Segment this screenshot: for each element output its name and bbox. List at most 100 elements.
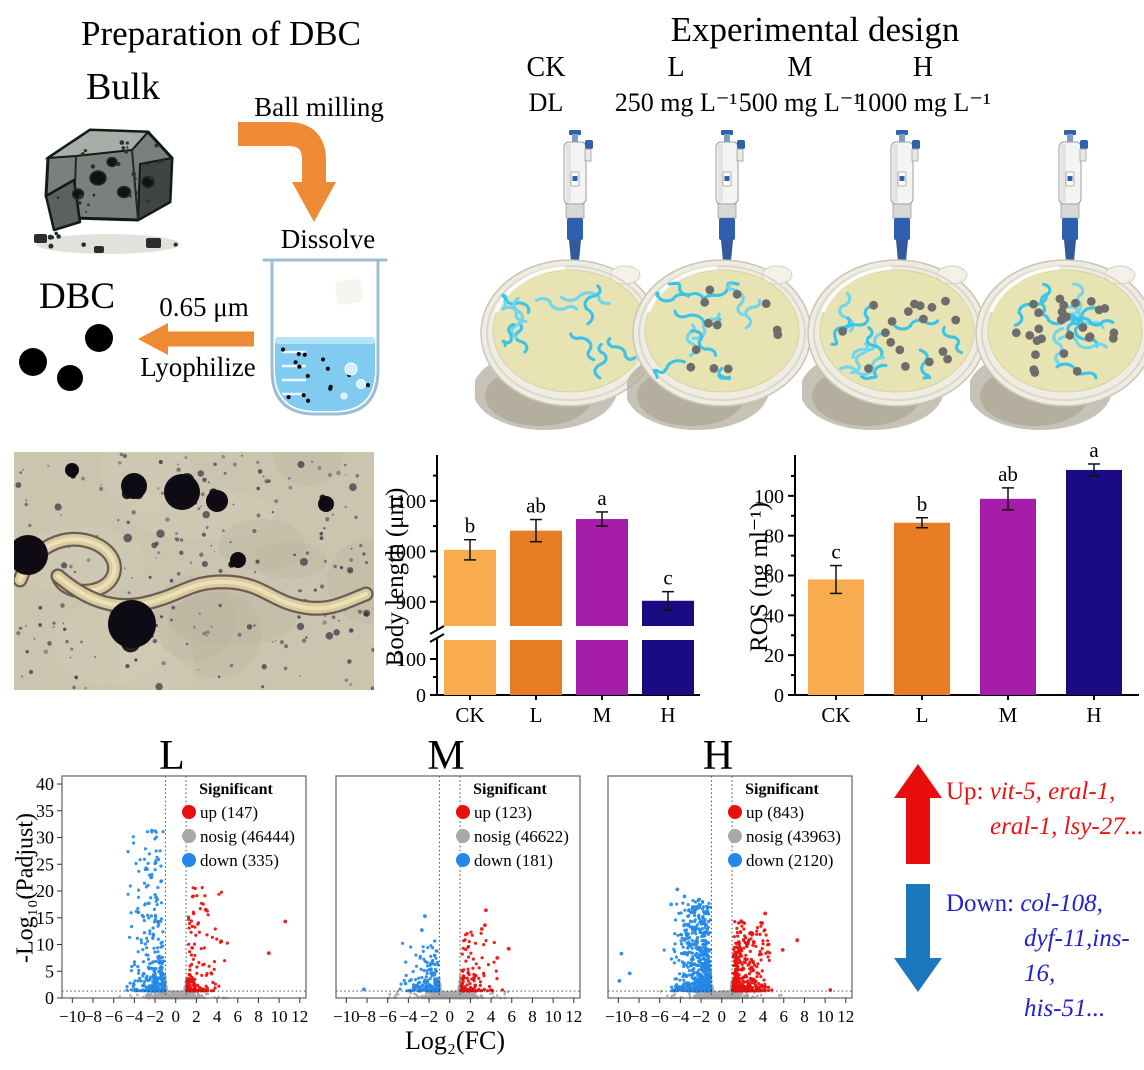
svg-text:30: 30 [36, 828, 54, 848]
c-elegans-micrograph [14, 452, 374, 690]
svg-text:0: 0 [416, 685, 426, 707]
svg-text:80: 80 [764, 526, 784, 548]
svg-text:8: 8 [528, 1007, 537, 1026]
svg-text:−6: −6 [105, 1007, 123, 1026]
lyophilize-label: Lyophilize [140, 352, 256, 382]
svg-text:6: 6 [234, 1007, 243, 1026]
svg-text:down (181): down (181) [474, 851, 553, 870]
up-arrow-icon [894, 764, 942, 864]
down-genes-line-3: his-51... [1024, 995, 1106, 1022]
svg-text:b: b [465, 514, 476, 538]
svg-text:8: 8 [254, 1007, 263, 1026]
svg-text:12: 12 [291, 1007, 308, 1026]
dbc-particles-illustration [19, 324, 113, 391]
svg-text:L: L [530, 703, 543, 727]
group-dose-h: 1000 mg L⁻¹ [855, 88, 991, 117]
treatment-group-m [802, 130, 992, 452]
svg-text:10: 10 [545, 1007, 562, 1026]
treatment-group-h [970, 130, 1144, 452]
petri-dish-illustration [802, 259, 987, 430]
svg-text:−6: −6 [379, 1007, 397, 1026]
bars-group: c b ab a [808, 438, 1122, 695]
svg-text:−8: −8 [358, 1007, 376, 1026]
down-label: Down: [946, 890, 1015, 917]
ball-milling-arrow-icon [238, 122, 336, 222]
svg-text:L: L [916, 703, 929, 727]
svg-text:2: 2 [192, 1007, 201, 1026]
svg-text:0: 0 [445, 1007, 454, 1026]
worms [830, 291, 963, 381]
svg-text:0: 0 [45, 988, 54, 1008]
svg-text:ab: ab [526, 494, 546, 518]
svg-text:15: 15 [36, 908, 54, 928]
treatment-group-ck [475, 130, 665, 452]
up-label: Up: [946, 778, 984, 805]
worms [652, 281, 762, 381]
svg-text:20: 20 [764, 645, 784, 667]
svg-text:20: 20 [36, 881, 54, 901]
svg-text:5: 5 [45, 961, 54, 981]
body-length-bar-chart: 0 100 900 1000 1100 b ab a c CK L M H [386, 455, 700, 727]
svg-text:12: 12 [565, 1007, 582, 1026]
dbc-aggregates [14, 463, 334, 653]
volcano-x-axis-label: Log₂(FC) [404, 1026, 506, 1055]
volcano-title-h: H [702, 733, 734, 779]
down-arrow-icon [894, 884, 942, 992]
svg-text:M: M [593, 703, 612, 727]
svg-text:a: a [597, 486, 607, 510]
petri-dish-illustration [627, 259, 812, 430]
svg-text:CK: CK [821, 703, 850, 727]
svg-text:−4: −4 [399, 1007, 418, 1026]
svg-text:−10: −10 [59, 1007, 86, 1026]
scatter-points [617, 887, 833, 1000]
down-genes-line-2: dyf-11,ins-16, [1024, 925, 1130, 987]
beaker-illustration [262, 258, 388, 416]
group-dose-m: 500 mg L⁻¹ [738, 88, 862, 117]
bulk-biochar-illustration [34, 128, 180, 254]
svg-text:H: H [660, 703, 675, 727]
svg-text:down (335): down (335) [200, 851, 279, 870]
svg-text:60: 60 [764, 566, 784, 588]
svg-text:1100: 1100 [387, 491, 426, 513]
ball-milling-label: Ball milling [254, 92, 384, 122]
dissolve-label: Dissolve [280, 224, 376, 254]
svg-text:H: H [1086, 703, 1101, 727]
svg-text:25: 25 [36, 854, 54, 874]
group-dose-l: 250 mg L⁻¹ [614, 88, 738, 117]
group-code-m: M [787, 52, 813, 83]
svg-text:up (123): up (123) [474, 803, 532, 822]
legend: Significant up (147) nosig (46444) down (33… [182, 781, 295, 870]
treatment-group-l [627, 130, 817, 452]
worms [501, 284, 637, 380]
prep-section-title: Preparation of DBC [81, 14, 361, 53]
svg-text:35: 35 [36, 801, 54, 821]
group-dose-ck: DL [528, 88, 564, 117]
svg-text:CK: CK [455, 703, 484, 727]
svg-text:4: 4 [487, 1007, 496, 1026]
dbc-label: DBC [38, 276, 116, 317]
petri-dish-illustration [475, 259, 660, 430]
svg-text:100: 100 [396, 649, 426, 671]
scatter-points [362, 908, 511, 1000]
dbc-particle-dots [686, 285, 783, 374]
upregulated-genes-text: Up: vit-5, eral-1, eral-1, lsy-27... [946, 774, 1144, 844]
down-genes-line-1: col-108, [1020, 890, 1103, 917]
group-code-l: L [667, 52, 685, 83]
volcano-title-l: L [159, 733, 185, 779]
group-code-ck: CK [526, 52, 566, 83]
up-genes-line-2: eral-1, lsy-27... [990, 813, 1144, 840]
downregulated-genes-text: Down: col-108, dyf-11,ins-16, his-51... [946, 886, 1144, 1026]
ros-bar-chart: 0 20 40 60 80 100 c b ab a CK L M H [754, 438, 1139, 727]
svg-text:10: 10 [36, 935, 54, 955]
dbc-particle-dots [838, 296, 961, 373]
svg-text:ab: ab [998, 462, 1018, 486]
group-code-h: H [912, 52, 934, 83]
svg-text:−10: −10 [333, 1007, 360, 1026]
svg-text:4: 4 [213, 1007, 222, 1026]
svg-text:−8: −8 [84, 1007, 102, 1026]
svg-text:c: c [831, 540, 840, 564]
bars-group: b ab a c [444, 486, 694, 695]
